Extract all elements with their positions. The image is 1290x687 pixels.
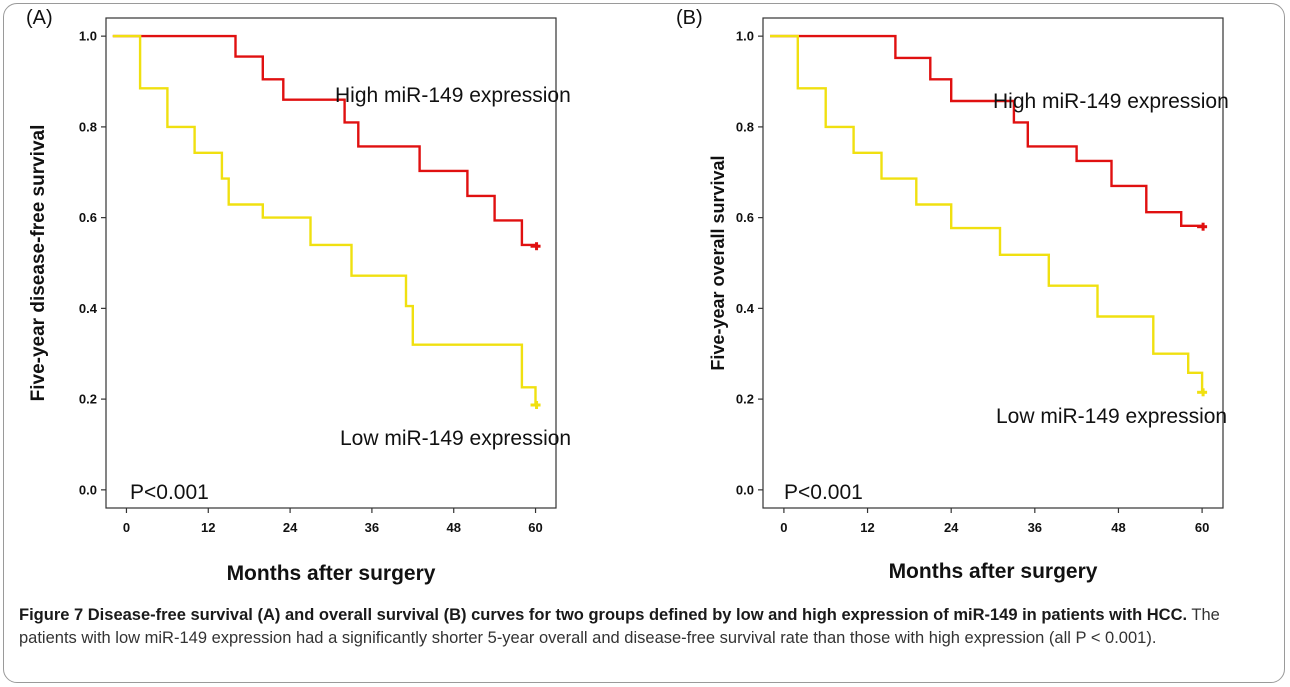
x-tick-label: 60 <box>1195 520 1209 535</box>
y-tick-label: 0.2 <box>736 392 754 407</box>
x-tick-label: 24 <box>944 520 959 535</box>
y-tick-label: 0.0 <box>79 482 97 497</box>
annotation-low: Low miR-149 expression <box>996 405 1227 428</box>
x-tick-label: 36 <box>365 520 379 535</box>
series-low-curve <box>112 34 537 405</box>
x-tick-label: 60 <box>528 520 542 535</box>
series-low-curve <box>770 34 1204 393</box>
x-axis-title: Months after surgery <box>889 560 1098 583</box>
annotation-low: Low miR-149 expression <box>340 427 571 450</box>
y-tick-label: 0.8 <box>79 119 97 134</box>
y-tick-label: 0.2 <box>79 392 97 407</box>
y-tick-label: 0.8 <box>736 119 754 134</box>
series-high-curve <box>112 34 537 247</box>
y-tick-label: 1.0 <box>79 29 97 44</box>
plot-frame <box>762 17 1224 509</box>
x-tick-label: 36 <box>1028 520 1042 535</box>
plot-frame <box>105 17 557 509</box>
figure-frame <box>3 3 1285 683</box>
y-tick-label: 0.4 <box>736 301 755 316</box>
y-axis-title: Five-year disease-free survival <box>28 125 49 402</box>
x-tick-label: 0 <box>123 520 130 535</box>
series-high-curve <box>770 34 1204 227</box>
y-tick-label: 0.6 <box>79 210 97 225</box>
panel-label: (A) <box>26 7 53 29</box>
annotation-p-value: P<0.001 <box>130 481 209 504</box>
annotation-p-value: P<0.001 <box>784 481 863 504</box>
x-tick-label: 12 <box>860 520 874 535</box>
x-axis-title: Months after surgery <box>227 562 436 585</box>
x-tick-label: 12 <box>201 520 215 535</box>
y-axis-title: Five-year overall survival <box>708 155 728 370</box>
x-tick-label: 48 <box>446 520 460 535</box>
caption-text: The patients with low miR-149 expression… <box>19 606 1220 647</box>
charts-svg: 0.0 0.2 0.4 0.6 0.8 1.0 0 12 24 36 48 60 High miR-14… <box>26 7 1229 585</box>
y-tick-label: 0.4 <box>79 301 98 316</box>
chart-a: 0.0 0.2 0.4 0.6 0.8 1.0 0 12 24 36 48 60 High miR-14… <box>26 7 571 585</box>
x-tick-label: 0 <box>780 520 787 535</box>
chart-b: 0.0 0.2 0.4 0.6 0.8 1.0 0 12 24 36 48 60 High miR-14… <box>676 7 1229 583</box>
x-tick-label: 48 <box>1111 520 1125 535</box>
x-tick-label: 24 <box>283 520 298 535</box>
y-tick-label: 0.6 <box>736 210 754 225</box>
annotation-high: High miR-149 expression <box>993 90 1229 113</box>
annotation-high: High miR-149 expression <box>335 84 571 107</box>
panel-label: (B) <box>676 7 703 29</box>
caption-title: Figure 7 Disease-free survival (A) and o… <box>19 606 1188 624</box>
y-tick-label: 0.0 <box>736 482 754 497</box>
y-tick-label: 1.0 <box>736 29 754 44</box>
figure-caption: Figure 7 Disease-free survival (A) and o… <box>19 604 1275 650</box>
